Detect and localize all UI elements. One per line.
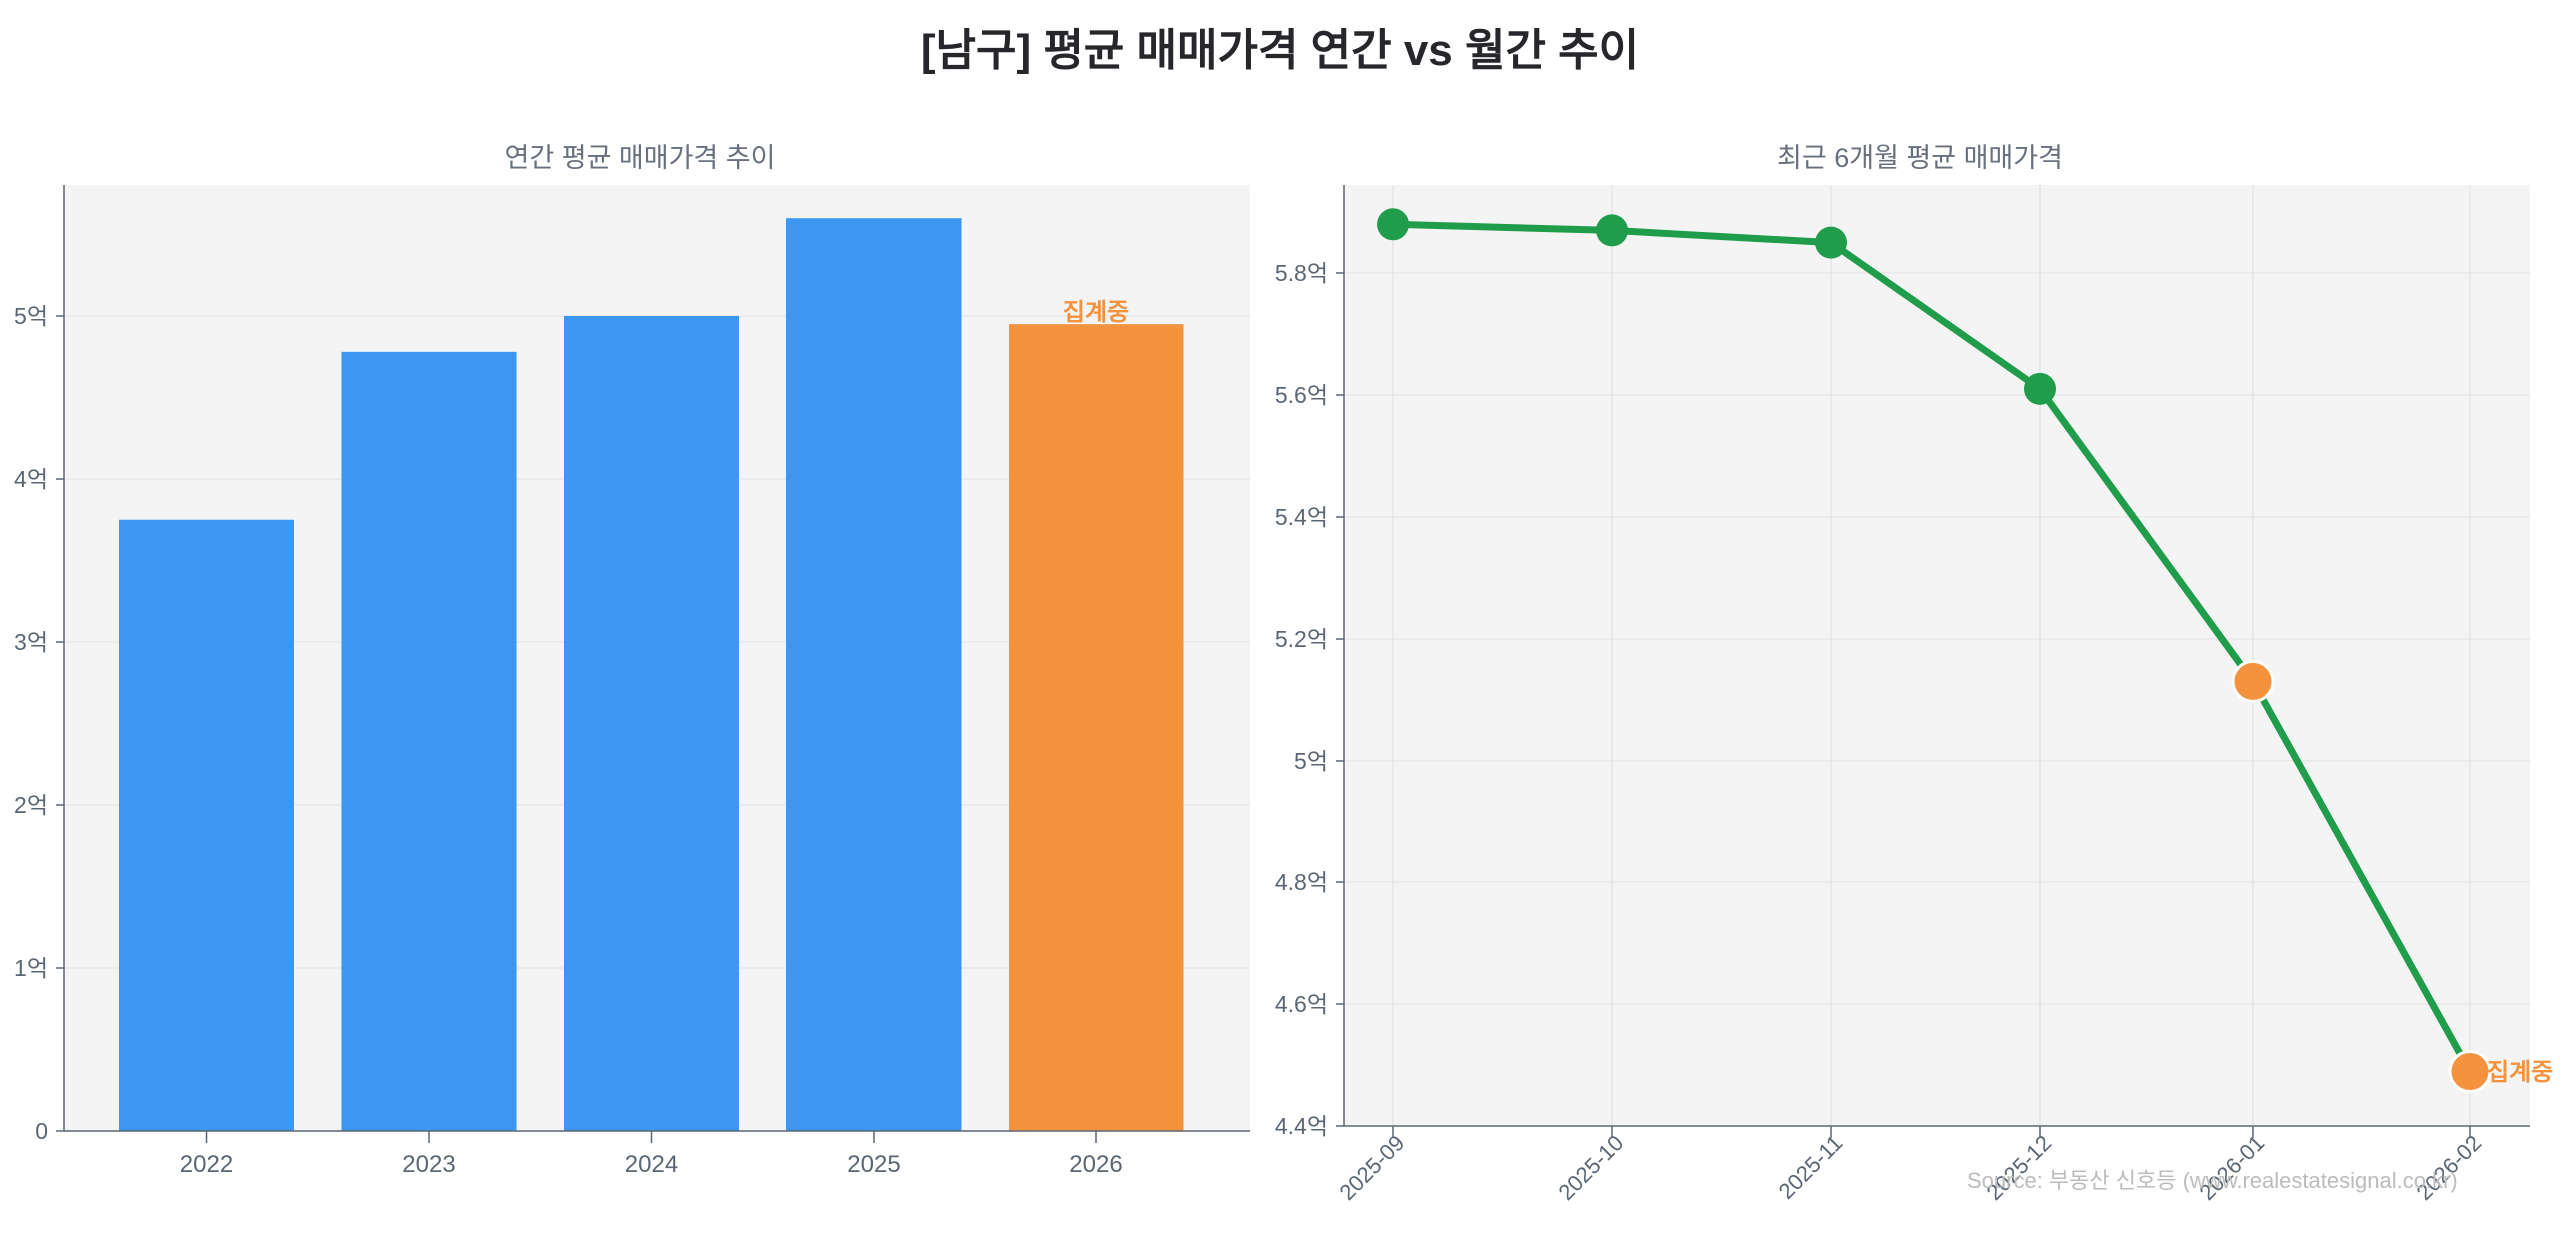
svg-text:0: 0: [35, 1118, 48, 1144]
svg-text:5.2억: 5.2억: [1275, 626, 1328, 652]
svg-text:5억: 5억: [1294, 748, 1328, 774]
svg-text:2억: 2억: [14, 792, 48, 818]
svg-text:2022: 2022: [180, 1151, 233, 1178]
svg-text:2023: 2023: [402, 1151, 455, 1178]
svg-text:5.8억: 5.8억: [1275, 260, 1328, 286]
svg-text:4.8억: 4.8억: [1275, 869, 1328, 895]
svg-text:3억: 3억: [14, 629, 48, 655]
svg-text:4.4억: 4.4억: [1275, 1113, 1328, 1139]
svg-text:2024: 2024: [625, 1151, 678, 1178]
svg-text:2025: 2025: [847, 1151, 900, 1178]
svg-text:집계중: 집계중: [2487, 1059, 2553, 1086]
svg-text:4억: 4억: [14, 466, 48, 492]
svg-text:2025-10: 2025-10: [1553, 1130, 1628, 1205]
svg-text:4.6억: 4.6억: [1275, 991, 1328, 1017]
svg-text:5.6억: 5.6억: [1275, 382, 1328, 408]
svg-text:2025-11: 2025-11: [1774, 1130, 1848, 1204]
svg-text:5.4억: 5.4억: [1275, 504, 1328, 530]
svg-text:2025-09: 2025-09: [1334, 1130, 1409, 1205]
svg-text:5억: 5억: [14, 303, 48, 329]
svg-text:Source: 부동산 신호등 (www.realestat: Source: 부동산 신호등 (www.realestatesignal.co…: [1967, 1168, 2458, 1193]
svg-text:집계중: 집계중: [1063, 299, 1129, 326]
svg-text:1억: 1억: [14, 955, 48, 981]
svg-text:2026: 2026: [1069, 1151, 1122, 1178]
